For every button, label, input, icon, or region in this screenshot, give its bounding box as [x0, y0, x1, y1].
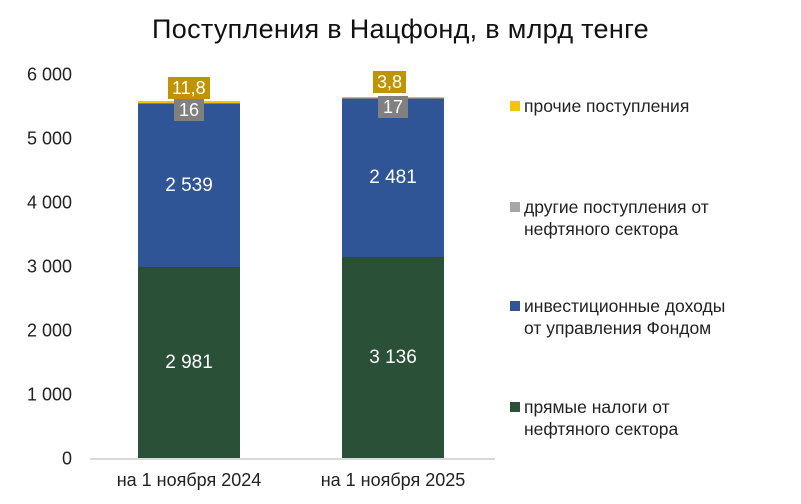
other-oil-value-tag: 17 — [378, 96, 409, 118]
y-tick: 4 000 — [26, 192, 72, 213]
value-label: 2 981 — [165, 351, 213, 373]
segment-direct-taxes: 3 136 — [342, 257, 444, 458]
x-label: на 1 ноября 2025 — [320, 470, 466, 490]
legend-item-other-oil: другие поступления от нефтяного сектора — [510, 196, 790, 240]
value-label: 3 136 — [369, 346, 417, 368]
bar-2024: 2 539 2 981 — [138, 101, 240, 458]
legend-swatch-icon — [510, 202, 520, 212]
segment-direct-taxes: 2 981 — [138, 267, 240, 458]
y-tick: 1 000 — [26, 384, 72, 405]
segment-investment-income: 2 481 — [342, 99, 444, 257]
value-label: 2 481 — [369, 167, 417, 188]
y-tick: 3 000 — [26, 256, 72, 277]
y-tick: 6 000 — [26, 64, 72, 85]
x-axis-line — [90, 458, 495, 460]
other-value-tag: 11,8 — [168, 77, 210, 99]
value-label: 2 539 — [165, 174, 213, 196]
x-label: на 1 ноября 2024 — [116, 470, 262, 490]
chart-title: Поступления в Нацфонд, в млрд тенге — [152, 14, 649, 44]
legend-swatch-icon — [510, 402, 520, 412]
legend-item-direct-taxes: прямые налоги от нефтяного сектора — [510, 396, 790, 440]
bar-2025: 2 481 3 136 — [342, 97, 444, 458]
legend-swatch-icon — [510, 101, 520, 111]
other-oil-value-tag: 16 — [174, 99, 205, 121]
y-tick: 2 000 — [26, 320, 72, 341]
other-value-tag: 3,8 — [373, 71, 407, 93]
legend-item-investment-income: инвестиционные доходы от управления Фонд… — [510, 295, 790, 339]
legend-item-other: прочие поступления — [510, 95, 790, 117]
y-tick: 5 000 — [26, 128, 72, 149]
y-tick: 0 — [61, 448, 72, 469]
legend-swatch-icon — [510, 301, 520, 311]
segment-investment-income: 2 539 — [138, 104, 240, 267]
